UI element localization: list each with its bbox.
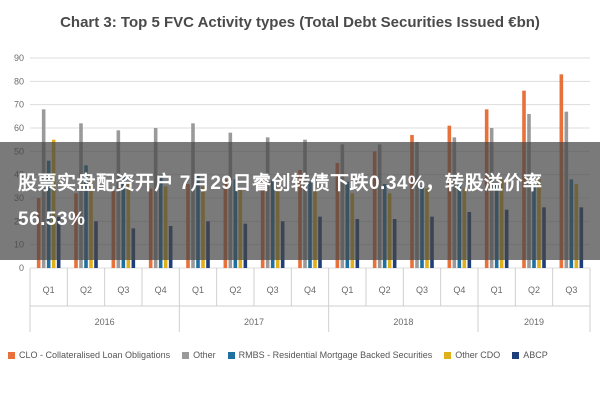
legend-label: ABCP [523, 350, 548, 360]
x-tick-label: Q4 [155, 285, 167, 295]
legend-swatch [444, 351, 452, 359]
x-tick-label: Q2 [80, 285, 92, 295]
x-tick-label: Q2 [229, 285, 241, 295]
chart-legend: CLO - Collateralised Loan Obligations Oth… [8, 350, 598, 360]
x-tick-label: Q3 [565, 285, 577, 295]
y-tick-label: 90 [14, 53, 24, 63]
x-tick-label: Q1 [491, 285, 503, 295]
legend-label: Other [193, 350, 216, 360]
legend-item: CLO - Collateralised Loan Obligations [8, 350, 170, 360]
legend-label: Other CDO [455, 350, 501, 360]
x-tick-label: Q2 [528, 285, 540, 295]
x-tick-label: Q1 [192, 285, 204, 295]
headline-overlay [0, 142, 600, 260]
legend-item: Other CDO [444, 350, 500, 360]
x-tick-label: Q1 [341, 285, 353, 295]
y-tick-label: 70 [14, 100, 24, 110]
x-tick-label: Q4 [453, 285, 465, 295]
legend-item: RMBS - Residential Mortgage Backed Secur… [227, 350, 433, 360]
year-label: 2017 [244, 317, 264, 327]
x-tick-label: Q3 [267, 285, 279, 295]
legend-swatch [182, 351, 190, 359]
legend-item: Other [182, 350, 216, 360]
legend-label: CLO - Collateralised Loan Obligations [19, 350, 171, 360]
legend-item: ABCP [512, 350, 548, 360]
year-label: 2019 [524, 317, 544, 327]
y-tick-label: 0 [19, 263, 24, 273]
legend-swatch [8, 351, 15, 359]
x-tick-label: Q2 [379, 285, 391, 295]
x-tick-label: Q3 [117, 285, 129, 295]
x-tick-label: Q4 [304, 285, 316, 295]
legend-swatch [512, 351, 520, 359]
y-tick-label: 80 [14, 76, 24, 86]
year-label: 2016 [95, 317, 115, 327]
legend-label: RMBS - Residential Mortgage Backed Secur… [238, 350, 433, 360]
legend-swatch [227, 351, 235, 359]
x-tick-label: Q3 [416, 285, 428, 295]
x-tick-label: Q1 [43, 285, 55, 295]
chart-title: Chart 3: Top 5 FVC Activity types (Total… [60, 14, 540, 31]
y-tick-label: 60 [14, 123, 24, 133]
headline-text: 股票实盘配资开户 7月29日睿创转债下跌0.34%，转股溢价率56.53% [18, 173, 543, 230]
year-label: 2018 [393, 317, 413, 327]
